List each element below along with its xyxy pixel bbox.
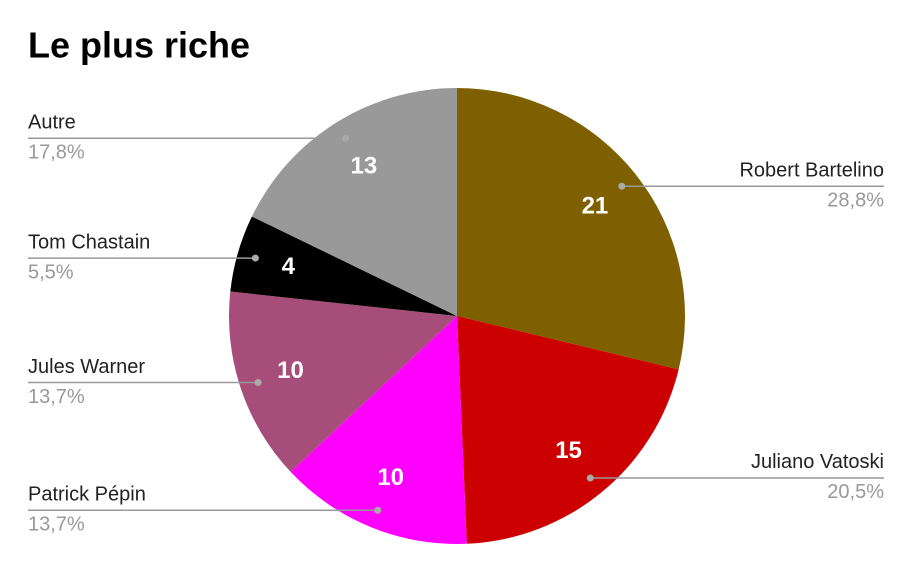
legend-label: Juliano Vatoski xyxy=(751,451,884,473)
percent-label: 20,5% xyxy=(827,481,884,503)
percent-label: 28,8% xyxy=(827,190,884,212)
legend-label: Jules Warner xyxy=(28,356,145,378)
leader-dot xyxy=(618,182,626,190)
pie-slice xyxy=(457,316,679,544)
pie-slice xyxy=(230,216,457,316)
legend-label: Autre xyxy=(28,112,76,134)
pie-slice xyxy=(290,316,467,544)
slice-value-label: 21 xyxy=(582,193,609,220)
slice-value-label: 10 xyxy=(277,357,304,384)
leader-dot xyxy=(251,254,259,262)
leader-dot xyxy=(374,506,382,514)
percent-label: 13,7% xyxy=(28,514,85,536)
leader-dot xyxy=(342,134,350,142)
pie-slice xyxy=(229,291,457,472)
chart-title: Le plus riche xyxy=(28,25,250,66)
percent-label: 13,7% xyxy=(28,386,85,408)
legend-label: Patrick Pépin xyxy=(28,484,146,506)
slice-value-label: 10 xyxy=(377,464,404,491)
leader-dot xyxy=(586,474,594,482)
percent-label: 17,8% xyxy=(28,142,85,164)
leader-dot xyxy=(254,379,262,387)
legend-label: Robert Bartelino xyxy=(739,160,884,182)
percent-label: 5,5% xyxy=(28,261,74,283)
pie-slice xyxy=(457,88,686,370)
slice-value-label: 13 xyxy=(350,153,377,180)
slice-value-label: 15 xyxy=(555,437,582,464)
legend-label: Tom Chastain xyxy=(28,231,150,253)
slice-value-label: 4 xyxy=(282,253,296,280)
pie-slice xyxy=(251,88,457,316)
